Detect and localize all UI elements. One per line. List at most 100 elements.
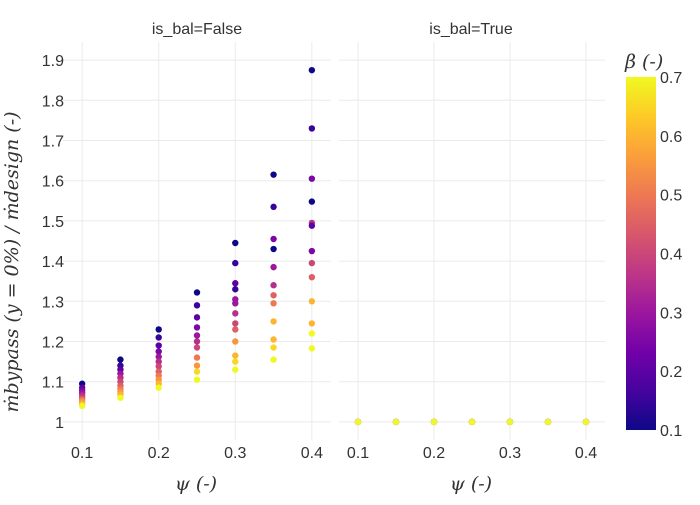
x-tick-label: 0.1 bbox=[347, 445, 369, 462]
scatter-point bbox=[308, 320, 316, 327]
scatter-point bbox=[193, 362, 201, 369]
x-tick-label: 0.2 bbox=[423, 445, 445, 462]
y-tick-label: 1.4 bbox=[42, 254, 64, 271]
scatter-point bbox=[117, 356, 124, 363]
scatter-point bbox=[308, 298, 316, 305]
scatter-point bbox=[582, 418, 590, 426]
scatter-point bbox=[232, 286, 239, 293]
scatter-point bbox=[270, 336, 277, 343]
scatter-point bbox=[155, 353, 162, 360]
scatter-point bbox=[270, 263, 277, 271]
colorbar-tick-label: 0.1 bbox=[660, 423, 682, 440]
scatter-point bbox=[117, 394, 124, 401]
scatter-point bbox=[155, 334, 162, 341]
scatter-point bbox=[193, 332, 201, 339]
scatter-point bbox=[193, 376, 201, 383]
axes: 0.1 0.2 0.3 0.4 0.1 0.2 0.3 0.4 1 1.1 1.2 1.3 1.4 1.5… bbox=[42, 53, 597, 462]
colorbar-tick-label: 0.4 bbox=[660, 247, 682, 264]
scatter-point bbox=[270, 292, 277, 299]
y-tick-label: 1.9 bbox=[42, 53, 64, 70]
colorbar-tick-label: 0.6 bbox=[660, 129, 682, 146]
colorbar-tick-label: 0.7 bbox=[660, 70, 682, 87]
colorbar-title: β (-) bbox=[624, 51, 663, 73]
scatter-point bbox=[544, 418, 552, 426]
scatter-point bbox=[232, 310, 239, 317]
scatter-point bbox=[193, 368, 201, 375]
x-axis-title-left: ψ (-) bbox=[175, 473, 217, 495]
y-tick-label: 1.3 bbox=[42, 294, 64, 311]
y-tick-label: 1.1 bbox=[42, 375, 64, 392]
scatter-point bbox=[155, 342, 162, 349]
scatter-point bbox=[193, 302, 201, 309]
scatter-point bbox=[270, 344, 277, 351]
x-tick-label: 0.4 bbox=[301, 445, 323, 462]
scatter-point bbox=[232, 326, 239, 333]
y-tick-label: 1.7 bbox=[42, 133, 64, 150]
scatter-point bbox=[232, 259, 239, 267]
y-tick-label: 1 bbox=[55, 415, 64, 432]
scatter-point bbox=[308, 125, 316, 132]
scatter-point bbox=[193, 338, 201, 345]
scatter-point bbox=[308, 247, 316, 255]
scatter-point bbox=[232, 358, 239, 365]
scatter-point bbox=[232, 338, 239, 345]
y-tick-label: 1.2 bbox=[42, 335, 64, 352]
scatter-point bbox=[232, 366, 239, 373]
grid-lines bbox=[63, 42, 605, 440]
y-tick-label: 1.6 bbox=[42, 174, 64, 191]
x-tick-label: 0.1 bbox=[71, 445, 93, 462]
colorbar-tick-label: 0.2 bbox=[660, 364, 682, 381]
scatter-point bbox=[308, 259, 316, 267]
scatter-point bbox=[308, 330, 316, 337]
scatter-point bbox=[308, 66, 316, 74]
x-tick-label: 0.4 bbox=[575, 445, 597, 462]
scatter-point bbox=[270, 203, 277, 211]
scatter-point bbox=[270, 282, 277, 289]
data-points bbox=[78, 66, 590, 426]
scatter-point bbox=[193, 289, 201, 296]
x-tick-label: 0.3 bbox=[224, 445, 246, 462]
scatter-point bbox=[308, 198, 316, 205]
scatter-point bbox=[78, 402, 86, 410]
scatter-point bbox=[506, 418, 514, 426]
scatter-point bbox=[232, 239, 239, 247]
y-tick-label: 1.5 bbox=[42, 214, 64, 231]
scatter-point bbox=[155, 358, 162, 365]
y-tick-label: 1.8 bbox=[42, 93, 64, 110]
x-tick-label: 0.2 bbox=[148, 445, 170, 462]
scatter-point bbox=[193, 344, 201, 351]
scatter-point bbox=[155, 348, 162, 355]
scatter-point bbox=[270, 235, 277, 243]
facet-title-left: is_bal=False bbox=[152, 21, 242, 38]
scatter-point bbox=[270, 300, 277, 307]
y-axis-title: ṁbypass (y = 0%) / ṁdesign (-) bbox=[1, 111, 23, 412]
scatter-point bbox=[232, 352, 239, 359]
scatter-point bbox=[308, 175, 316, 182]
scatter-point bbox=[308, 273, 316, 281]
scatter-point bbox=[270, 171, 277, 178]
scatter-point bbox=[270, 245, 277, 253]
x-tick-label: 0.3 bbox=[499, 445, 521, 462]
scatter-point bbox=[193, 324, 201, 331]
scatter-point bbox=[155, 326, 162, 333]
facet-title-right: is_bal=True bbox=[429, 21, 513, 38]
scatter-point bbox=[232, 280, 239, 287]
scatter-point bbox=[232, 300, 239, 307]
scatter-point bbox=[392, 418, 400, 426]
x-axis-title-right: ψ (-) bbox=[450, 473, 492, 495]
colorbar-ticks: 0.1 0.2 0.3 0.4 0.5 0.6 0.7 bbox=[660, 70, 682, 440]
colorbar bbox=[626, 77, 656, 430]
colorbar-tick-label: 0.3 bbox=[660, 305, 682, 322]
scatter-point bbox=[232, 320, 239, 327]
scatter-point bbox=[193, 354, 201, 361]
scatter-point bbox=[308, 222, 316, 229]
scatter-point bbox=[468, 418, 476, 426]
scatter-point bbox=[155, 384, 162, 391]
scatter-point bbox=[308, 345, 316, 352]
scatter-point bbox=[270, 356, 277, 363]
scatter-point bbox=[193, 314, 201, 321]
scatter-point bbox=[155, 363, 162, 370]
colorbar-tick-label: 0.5 bbox=[660, 188, 682, 205]
